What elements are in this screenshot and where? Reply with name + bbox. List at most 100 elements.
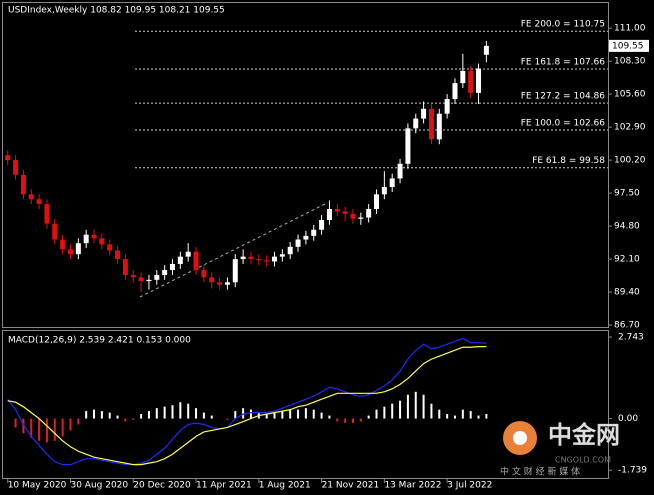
candle-body: [295, 239, 301, 247]
candle-body: [381, 186, 387, 195]
candle-body: [146, 279, 152, 282]
candle-body: [20, 174, 26, 195]
histogram-bar: [320, 412, 323, 419]
candle-body: [405, 128, 411, 164]
histogram-bar: [93, 409, 96, 419]
candle-body: [452, 83, 458, 100]
candle-body: [193, 251, 199, 271]
histogram-bar: [61, 418, 64, 437]
histogram-bar: [132, 418, 135, 421]
candle-body: [444, 99, 450, 114]
histogram-bar: [45, 418, 48, 443]
candle-body: [476, 68, 482, 93]
histogram-bar: [422, 394, 425, 419]
histogram-bar: [195, 408, 198, 419]
histogram-bar: [22, 418, 25, 434]
histogram-bar: [453, 415, 456, 419]
histogram-bar: [399, 400, 402, 419]
candle-body: [75, 243, 81, 255]
candle-body: [350, 213, 356, 219]
candle-body: [107, 244, 113, 251]
candle-body: [201, 270, 207, 278]
candle-body: [60, 239, 66, 250]
candle-body: [5, 155, 11, 161]
histogram-bar: [85, 411, 88, 419]
price-panel: [2, 2, 609, 328]
candle-body: [36, 199, 42, 205]
candle-body: [217, 282, 223, 285]
histogram-bar: [461, 409, 464, 419]
candle-body: [83, 234, 89, 244]
histogram-bar: [155, 408, 158, 419]
y-tick-label: 111.00: [614, 24, 646, 34]
histogram-bar: [344, 418, 347, 424]
candle-body: [44, 204, 50, 224]
last-price-label: 109.55: [612, 41, 644, 51]
logo-inner: [513, 431, 527, 445]
macd-line: [7, 337, 487, 466]
histogram-bar: [140, 414, 143, 419]
watermark-slogan: 中 文 财 经 新 媒 体: [500, 466, 580, 478]
candle-body: [460, 70, 466, 84]
candle-body: [28, 194, 34, 200]
y-tick-label: 86.70: [614, 321, 640, 331]
candle-body: [256, 259, 262, 261]
candle-body: [366, 208, 372, 218]
y-tick-label: -1.739: [618, 466, 647, 476]
histogram-bar: [108, 412, 111, 419]
histogram-bar: [438, 409, 441, 419]
candle-body: [319, 219, 325, 230]
histogram-bar: [469, 411, 472, 419]
candle-body: [358, 217, 364, 219]
candle-body: [115, 250, 121, 260]
macd-title: MACD(12,26,9) 2.539 2.421 0.153 0.000: [8, 336, 191, 346]
candle-body: [232, 259, 238, 283]
candle-body: [397, 163, 403, 179]
candle-body: [99, 238, 105, 245]
histogram-bar: [14, 418, 17, 428]
x-tick-label: 1 Aug 2021: [259, 481, 311, 491]
histogram-bar: [312, 409, 315, 419]
candle-body: [428, 108, 434, 140]
candle-body: [240, 256, 246, 260]
histogram-bar: [297, 409, 300, 419]
watermark: 中金网 CNGOLD.COM 中 文 财 经 新 媒 体: [500, 421, 620, 478]
histogram-bar: [430, 403, 433, 419]
histogram-bar: [226, 418, 229, 421]
histogram-bar: [477, 415, 480, 419]
fe-label: FE 127.2 = 104.86: [521, 92, 606, 102]
candle-body: [209, 277, 215, 283]
watermark-name: 中金网: [548, 421, 620, 449]
histogram-bar: [406, 394, 409, 419]
x-tick-label: 10 May 2020: [8, 481, 67, 491]
histogram-bar: [375, 409, 378, 419]
x-tick-label: 20 Dec 2020: [133, 481, 191, 491]
candle-body: [287, 246, 293, 255]
candle-body: [264, 260, 270, 262]
histogram-bar: [414, 391, 417, 419]
candle-body: [421, 108, 427, 119]
y-tick-label: 100.20: [614, 156, 646, 166]
histogram-bar: [163, 406, 166, 419]
candle-body: [311, 229, 317, 236]
candle-body: [162, 270, 168, 275]
x-tick-label: 30 Aug 2020: [70, 481, 128, 491]
candle-body: [13, 160, 19, 175]
histogram-bar: [30, 418, 33, 438]
histogram-bar: [100, 411, 103, 419]
histogram-bar: [336, 418, 339, 422]
histogram-bar: [328, 415, 331, 419]
histogram-bar: [171, 405, 174, 419]
histogram-bar: [179, 402, 182, 419]
histogram-bar: [383, 406, 386, 419]
candle-body: [138, 277, 144, 282]
candle-body: [342, 211, 348, 214]
histogram-bar: [359, 418, 362, 422]
y-tick-label: 105.60: [614, 90, 646, 100]
candle-body: [303, 235, 309, 240]
candle-body: [272, 256, 278, 262]
y-tick-label: 108.30: [614, 57, 646, 67]
candle-body: [122, 259, 128, 275]
histogram-bar: [77, 418, 80, 425]
